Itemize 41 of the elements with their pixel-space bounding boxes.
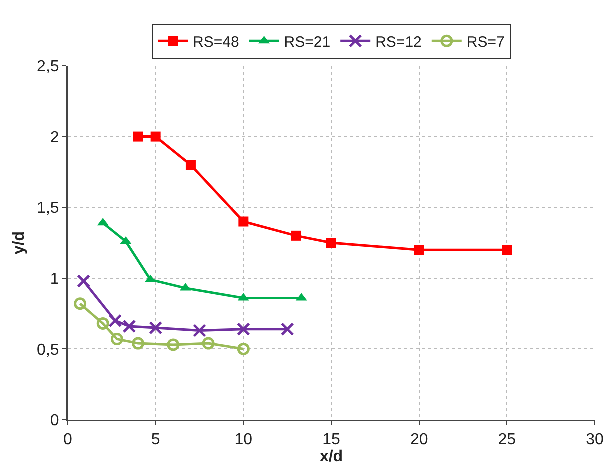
x-tick-label: 25 (498, 432, 516, 449)
y-tick-label: 0,5 (37, 342, 60, 359)
y-tick-label: 0 (50, 412, 60, 430)
x-tick-label: 20 (410, 432, 428, 449)
point (202, 337, 215, 350)
point (77, 274, 91, 288)
point (291, 230, 302, 241)
point (122, 320, 136, 334)
x-tick-label: 0 (64, 432, 73, 449)
y-tick-label: 2 (50, 129, 60, 146)
y-axis-title: y/d (11, 231, 28, 255)
point (132, 337, 145, 350)
x-tick-label: 15 (322, 432, 340, 449)
point (193, 324, 206, 338)
point (96, 317, 110, 330)
point (167, 338, 180, 352)
legend-label: RS=12 (376, 34, 422, 52)
point (280, 322, 294, 336)
point (149, 321, 163, 335)
point (502, 245, 512, 256)
x-tick-label: 10 (234, 432, 253, 449)
point (238, 216, 249, 227)
point (108, 314, 122, 328)
legend-label: RS=7 (466, 34, 505, 52)
legend-label: RS=21 (284, 34, 331, 52)
point (236, 322, 250, 336)
y-tick-label: 1 (50, 271, 60, 288)
point (414, 245, 424, 256)
point (326, 238, 336, 248)
x-axis-title: x/d (320, 448, 344, 466)
point (133, 132, 144, 142)
point (150, 132, 161, 142)
point (110, 333, 124, 346)
point (74, 298, 87, 310)
legend-label: RS=48 (193, 34, 240, 52)
point (237, 342, 250, 356)
x-tick-label: 30 (586, 432, 604, 449)
x-tick-label: 5 (151, 432, 160, 449)
y-tick-label: 1,5 (37, 200, 60, 218)
point (186, 160, 196, 170)
y-tick-label: 2,5 (37, 58, 60, 76)
